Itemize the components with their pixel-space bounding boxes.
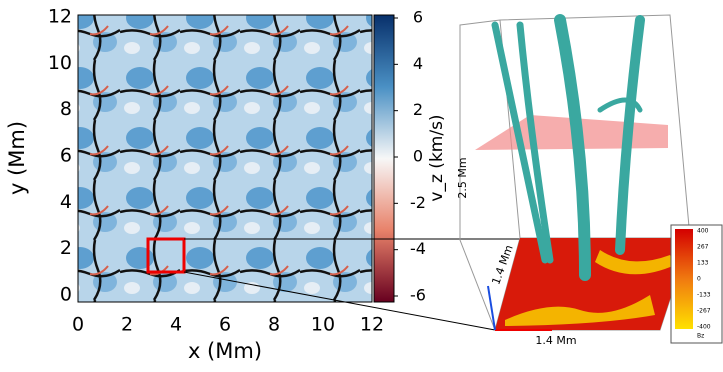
bz-label: Bz <box>697 333 704 340</box>
bz-tick-label: 267 <box>697 244 709 251</box>
bz-tick-label: -267 <box>697 308 711 315</box>
width-label: 1.4 Mm <box>535 334 576 347</box>
right-panel: 2.5 Mm 1.4 Mm 1.4 Mm Bz 4002671330-133-2… <box>456 14 723 347</box>
y-tick-label: 6 <box>60 145 72 167</box>
y-tick-label: 4 <box>60 191 72 213</box>
y-tick-label: 10 <box>48 52 72 74</box>
velocity-map <box>77 14 373 303</box>
x-tick-label: 2 <box>121 314 133 336</box>
colorbar-tick-label: -4 <box>410 239 426 258</box>
colorbar-tick-label: 0 <box>413 147 423 166</box>
tube <box>615 15 645 255</box>
x-tick-label: 0 <box>72 314 84 336</box>
tube <box>516 21 554 264</box>
x-tick-label: 6 <box>219 314 231 336</box>
y-tick-label: 12 <box>48 6 72 28</box>
y-tick-label: 2 <box>60 237 72 259</box>
tube <box>554 14 591 281</box>
tube <box>491 21 549 264</box>
bz-tick-label: -133 <box>697 292 711 299</box>
x-tick-label: 4 <box>170 314 182 336</box>
colorbar-tick-label: -6 <box>410 286 426 305</box>
zoom-box <box>146 237 186 274</box>
y-tick-label: 8 <box>60 98 72 120</box>
bz-tick-label: -400 <box>697 324 711 331</box>
bz-tick-label: 400 <box>697 228 709 235</box>
x-axis-label: x (Mm) <box>188 339 262 363</box>
y-axis-label: y (Mm) <box>5 121 29 195</box>
y-arrow <box>487 285 496 331</box>
connector <box>183 271 496 331</box>
connector-lines <box>183 238 520 331</box>
colorbar-tick-label: 2 <box>413 100 423 119</box>
height-label: 2.5 Mm <box>456 157 469 198</box>
bz-tick-label: 133 <box>697 260 709 267</box>
colorbar <box>373 14 395 303</box>
colorbar-label: v_z (km/s) <box>427 114 447 201</box>
tube <box>597 97 643 113</box>
x-tick-label: 10 <box>311 314 335 336</box>
bz-colorbar <box>675 229 693 329</box>
colorbar-tick-label: -2 <box>410 193 426 212</box>
bz-tick-label: 0 <box>697 276 701 283</box>
colorbar-tick-label: 4 <box>413 54 423 73</box>
x-tick-label: 8 <box>268 314 280 336</box>
y-tick-label: 0 <box>60 284 72 306</box>
colorbar-tick-label: 6 <box>413 8 423 27</box>
plate-pattern <box>505 250 675 326</box>
flux-tubes <box>491 14 645 281</box>
left-panel: x (Mm) y (Mm) v_z (km/s) 0 2 4 6 8 10 12 0 2 4 6 8 1… <box>5 6 447 364</box>
x-tick-label: 12 <box>360 314 384 336</box>
